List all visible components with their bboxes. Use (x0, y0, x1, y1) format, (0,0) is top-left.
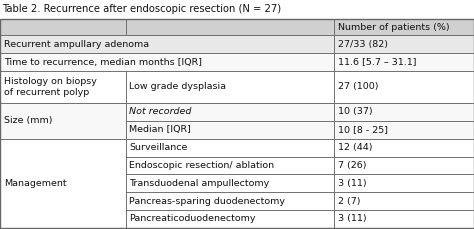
Text: 3 (11): 3 (11) (338, 179, 366, 188)
Bar (334, 174, 474, 192)
Text: Transduodenal ampullectomy: Transduodenal ampullectomy (129, 179, 270, 188)
Text: Endoscopic resection/ ablation: Endoscopic resection/ ablation (129, 161, 274, 170)
Text: 2 (7): 2 (7) (338, 197, 360, 206)
Bar (334, 103, 474, 121)
Text: 3 (11): 3 (11) (338, 214, 366, 224)
Text: Histology on biopsy
of recurrent polyp: Histology on biopsy of recurrent polyp (4, 77, 97, 97)
Text: Surveillance: Surveillance (129, 143, 188, 152)
Text: 12 (44): 12 (44) (338, 143, 373, 152)
Text: 27 (100): 27 (100) (338, 82, 378, 91)
Bar (334, 35, 474, 53)
Text: Size (mm): Size (mm) (4, 116, 52, 125)
Bar (334, 71, 474, 103)
Bar (334, 157, 474, 174)
Text: 10 [8 - 25]: 10 [8 - 25] (338, 125, 388, 134)
Bar (126, 139, 334, 157)
Bar (0, 19, 126, 35)
Text: Recurrent ampullary adenoma: Recurrent ampullary adenoma (4, 40, 149, 49)
Bar (0, 35, 334, 53)
Text: Median [IQR]: Median [IQR] (129, 125, 191, 134)
Bar (334, 139, 474, 157)
Text: Pancreaticoduodenectomy: Pancreaticoduodenectomy (129, 214, 256, 224)
Text: Not recorded: Not recorded (129, 107, 192, 116)
Bar (126, 71, 334, 103)
Text: Time to recurrence, median months [IQR]: Time to recurrence, median months [IQR] (4, 57, 202, 66)
Bar (126, 19, 334, 35)
Bar (0, 139, 126, 228)
Text: 11.6 [5.7 – 31.1]: 11.6 [5.7 – 31.1] (338, 57, 417, 66)
Text: Low grade dysplasia: Low grade dysplasia (129, 82, 227, 91)
Text: Management: Management (4, 179, 66, 188)
Bar (126, 174, 334, 192)
Bar (0, 103, 126, 139)
Bar (0, 71, 126, 103)
Bar (334, 19, 474, 35)
Text: Table 2. Recurrence after endoscopic resection (N = 27): Table 2. Recurrence after endoscopic res… (2, 4, 282, 14)
Bar (126, 121, 334, 139)
Bar (126, 103, 334, 121)
Text: 7 (26): 7 (26) (338, 161, 366, 170)
Bar (126, 157, 334, 174)
Bar (334, 53, 474, 71)
Text: 27/33 (82): 27/33 (82) (338, 40, 388, 49)
Text: Number of patients (%): Number of patients (%) (338, 22, 449, 32)
Bar (126, 210, 334, 228)
Bar (334, 210, 474, 228)
Bar (334, 192, 474, 210)
Bar (0, 53, 334, 71)
Text: Pancreas-sparing duodenectomy: Pancreas-sparing duodenectomy (129, 197, 285, 206)
Bar (126, 192, 334, 210)
Bar (334, 121, 474, 139)
Text: 10 (37): 10 (37) (338, 107, 373, 116)
